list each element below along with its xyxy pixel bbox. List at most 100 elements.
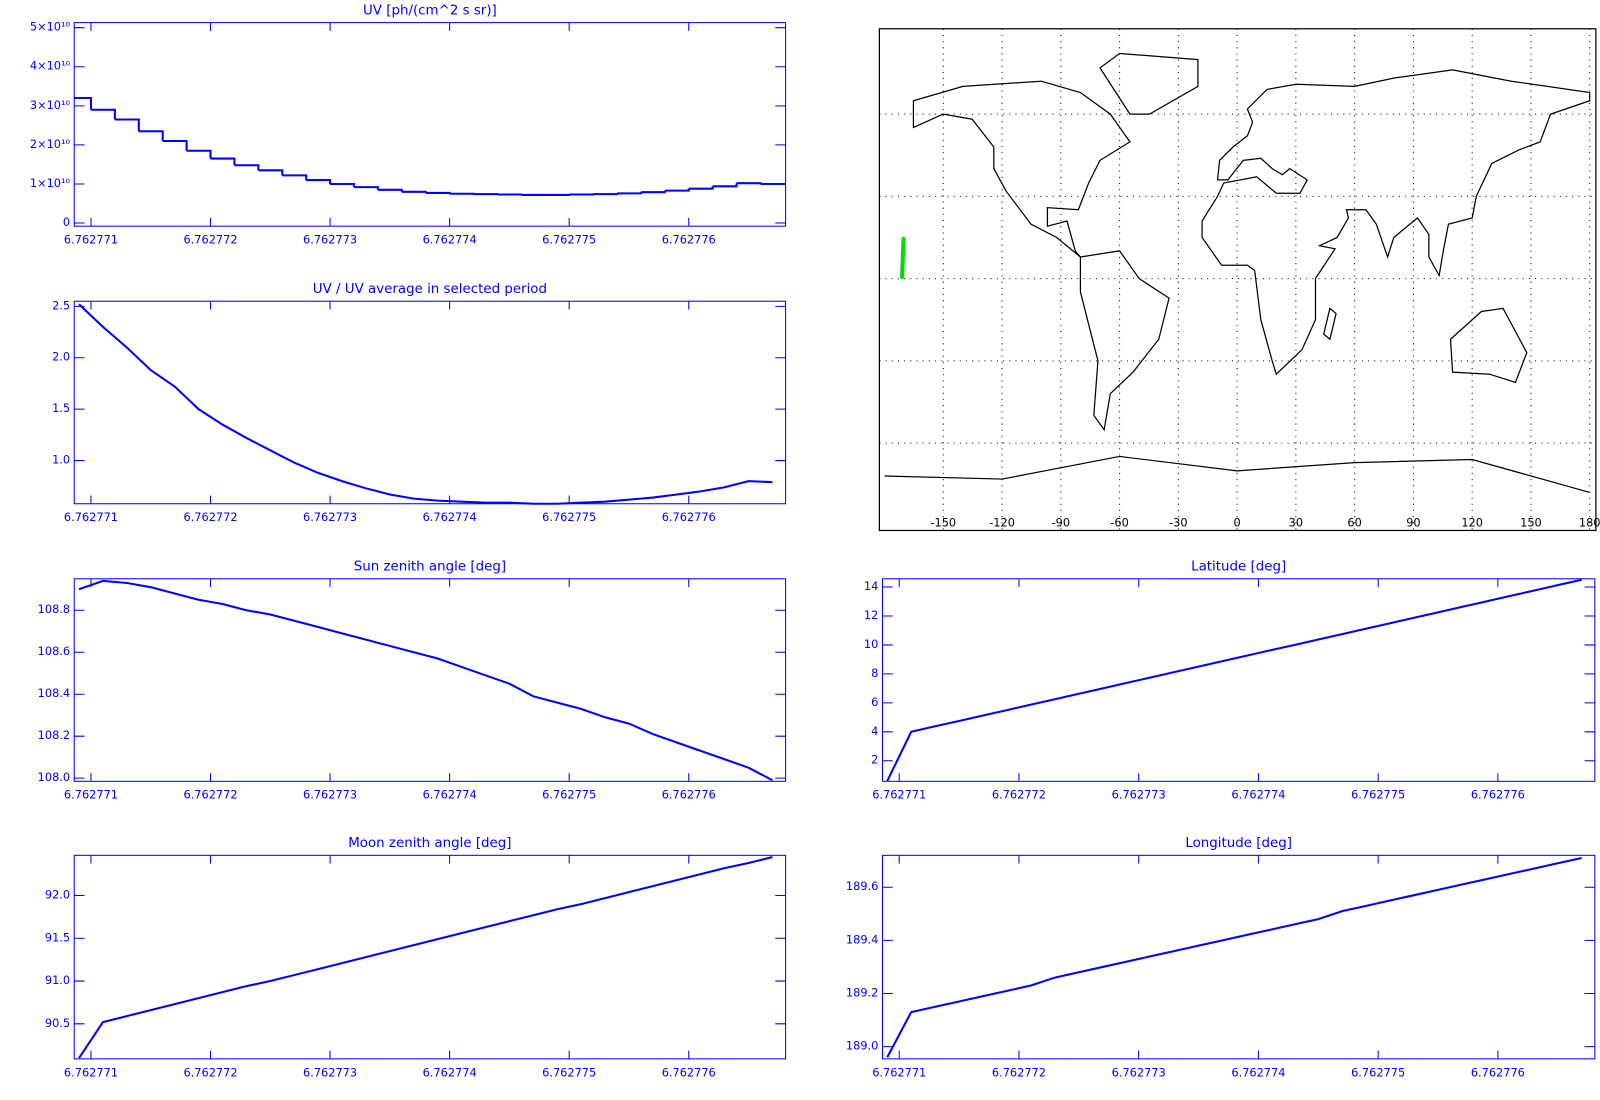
x-tick-label: 6.762776 [1471,788,1525,802]
step-segment [688,186,714,190]
x-tick-label: 6.762772 [992,788,1046,802]
map-x-tick-label: -120 [989,515,1015,529]
map-x-tick-label: -30 [1169,515,1188,529]
plot-frame [881,578,1596,782]
step-segment [425,191,451,194]
x-tick-label: 6.762772 [183,510,237,524]
y-tick-label: 4×10¹⁰ [30,59,71,73]
x-tick-label: 6.762776 [662,233,716,247]
y-tick-label: 108.4 [38,686,70,700]
map-x-tick-label: -150 [930,515,956,529]
x-tick-label: 6.762774 [423,510,477,524]
plot-panel: Longitude [deg] 6.762771 6.762772 6.762773 6… [846,836,1596,1079]
x-tick-label: 6.762776 [662,1065,716,1079]
y-tick-label: 6 [871,695,878,709]
step-segment [258,169,284,176]
map-x-tick-label: 150 [1520,515,1542,529]
data-line [78,579,773,782]
x-tick-label: 6.762775 [542,233,596,247]
plot-title: UV / UV average in selected period [313,282,547,297]
step-segment [138,130,164,141]
y-tick-label: 108.0 [38,770,70,784]
map-x-tick-label: 0 [1234,515,1241,529]
y-tick-label: 2.5 [52,298,70,312]
y-tick-label: 2 [871,753,878,767]
x-tick-label: 6.762774 [423,788,477,802]
step-segment [210,157,236,166]
x-tick-label: 6.762775 [542,510,596,524]
madagascar [1323,307,1337,341]
y-tick-label: 8 [871,666,878,680]
y-tick-label: 108.6 [38,644,70,658]
y-tick-label: 12 [864,608,878,622]
y-tick-label: 14 [864,579,878,593]
x-tick-label: 6.762773 [303,233,357,247]
y-tick-label: 1.5 [52,401,70,415]
plot-frame [73,578,787,782]
x-tick-label: 6.762776 [662,510,716,524]
step-segment [186,149,212,159]
plot-frame [73,854,787,1060]
x-tick-label: 6.762773 [303,1065,357,1079]
x-tick-label: 6.762771 [64,1065,118,1079]
plot-frame [73,300,787,505]
plot-panel: UV [ph/(cm^2 s sr)] 6.762771 6.762772 6.762… [30,3,787,247]
plot-panel: Sun zenith angle [deg] 6.762771 6.762772 6.… [38,559,787,802]
x-tick-label: 6.762771 [872,1065,926,1079]
step-segment [712,183,738,188]
x-tick-label: 6.762772 [183,788,237,802]
y-tick-label: 108.2 [38,728,70,742]
x-tick-label: 6.762773 [1112,788,1166,802]
satellite-track [900,236,906,280]
map-x-tick-label: 180 [1579,515,1600,529]
y-tick-label: 1×10¹⁰ [30,176,71,190]
y-tick-label: 2.0 [52,350,70,364]
x-tick-label: 6.762776 [1471,1065,1525,1079]
step-segment [401,190,427,193]
plot-panel: UV / UV average in selected period 6.7627… [52,282,787,524]
plot-title: Latitude [deg] [1191,559,1286,574]
x-tick-label: 6.762774 [1231,1065,1285,1079]
x-tick-label: 6.762772 [183,1065,237,1079]
data-line [78,303,773,505]
step-segment [664,188,690,192]
y-tick-label: 91.0 [45,973,70,987]
x-tick-label: 6.762771 [64,788,118,802]
x-tick-label: 6.762773 [1112,1065,1166,1079]
y-tick-label: 4 [871,724,878,738]
step-segment [282,174,308,181]
y-tick-label: 189.0 [846,1039,878,1053]
step-segment [234,164,260,171]
map-x-tick-label: 30 [1289,515,1303,529]
x-tick-label: 6.762771 [64,510,118,524]
y-tick-label: 91.5 [45,930,70,944]
plot-panel: Latitude [deg] 6.762771 6.762772 6.762773 6.… [864,559,1596,802]
x-tick-label: 6.762774 [423,233,477,247]
y-tick-label: 189.2 [846,986,878,1000]
y-tick-label: 0 [63,215,70,229]
x-tick-label: 6.762776 [662,788,716,802]
map-x-tick-label: 90 [1406,515,1420,529]
step-segment [306,179,332,184]
x-tick-label: 6.762775 [542,788,596,802]
x-tick-label: 6.762772 [183,233,237,247]
y-tick-label: 108.8 [38,602,70,616]
x-tick-label: 6.762775 [542,1065,596,1079]
data-line [78,856,773,1059]
y-tick-label: 3×10¹⁰ [30,98,71,112]
plot-title: UV [ph/(cm^2 s sr)] [363,3,497,18]
plot-title: Moon zenith angle [deg] [348,836,511,851]
x-tick-label: 6.762772 [992,1065,1046,1079]
x-tick-label: 6.762775 [1351,788,1405,802]
data-line [886,856,1582,1058]
map-x-tick-label: 120 [1461,515,1483,529]
y-tick-label: 92.0 [45,888,70,902]
map-x-tick-label: 60 [1347,515,1361,529]
x-tick-label: 6.762774 [423,1065,477,1079]
step-segment [162,139,188,151]
x-tick-label: 6.762775 [1351,1065,1405,1079]
continent-eurasia-africa [1201,69,1591,376]
